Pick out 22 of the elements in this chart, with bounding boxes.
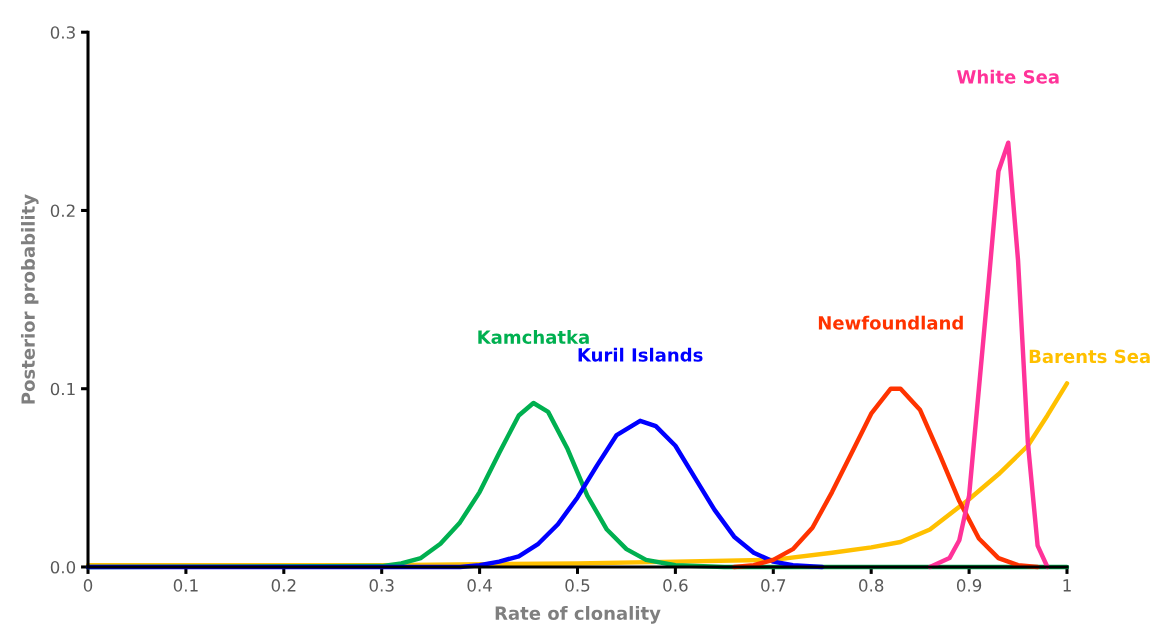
text: White Sea (957, 69, 1059, 84)
y-tick-label: 0.2 (50, 204, 75, 218)
x-tick-label: 0.8 (859, 579, 884, 592)
series-label: Barents Sea (1029, 349, 1150, 364)
y-axis-title: Posterior probability (20, 194, 39, 404)
x-tick-label: 0.3 (369, 579, 394, 592)
x-axis-title: Rate of clonality (495, 606, 661, 624)
x-tick-label: 0.4 (467, 579, 492, 592)
text: Kuril Islands (578, 347, 703, 362)
text: Kamchatka (478, 329, 589, 344)
x-tick-label: 0.6 (663, 579, 688, 592)
text: Newfoundland (818, 315, 963, 330)
y-tick-label: 0.1 (50, 382, 75, 396)
x-tick-label: 0.1 (173, 579, 198, 592)
x-tick-label: 0.9 (956, 579, 982, 592)
y-tick-label: 0.3 (50, 26, 75, 39)
y-tick-label: 0.0 (50, 560, 76, 574)
x-tick-label: 0.2 (271, 579, 296, 592)
x-tick-label: 0 (83, 579, 93, 592)
x-tick-label: 0.7 (761, 579, 786, 592)
x-tick-label: 1 (1063, 579, 1071, 592)
x-tick-label: 0.5 (565, 579, 590, 592)
